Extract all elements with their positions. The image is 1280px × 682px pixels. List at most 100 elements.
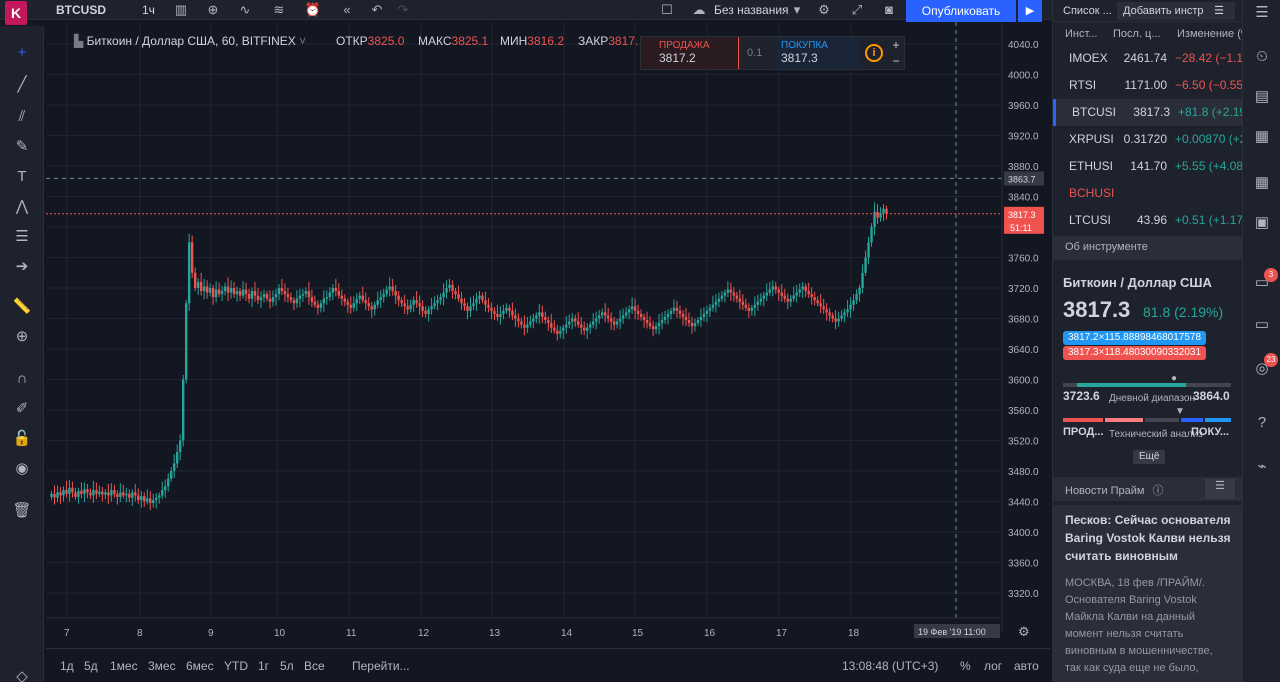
lock-icon[interactable]: 🔓 <box>12 430 32 447</box>
trade-widget: ПРОДАЖА 3817.2 0.1 ПОКУПКА 3817.3 i + − <box>640 36 905 70</box>
alerts-clock-icon[interactable]: ⏲ <box>1256 48 1268 65</box>
info-warning-icon[interactable]: i <box>865 44 883 62</box>
watchlist-row[interactable]: BTCUSI 3817.3 +81.8 (+2.19%) <box>1053 99 1261 126</box>
col-instrument[interactable]: Инст... <box>1065 28 1098 40</box>
bar-style-icon[interactable]: ▥ <box>174 2 188 17</box>
candle-body <box>702 313 706 317</box>
trash-icon[interactable]: 🗑 <box>12 502 32 519</box>
range-button[interactable]: 6мес <box>186 659 214 673</box>
more-button[interactable]: Ещё <box>1133 450 1166 464</box>
text-icon[interactable]: T <box>17 168 27 185</box>
range-button[interactable]: 1мес <box>110 659 138 673</box>
layout-name[interactable]: Без названия <box>714 3 789 17</box>
compare-icon[interactable]: ⊕ <box>207 2 219 17</box>
notes-icon[interactable]: ▣ <box>1254 214 1270 231</box>
replay-icon[interactable]: « <box>343 2 351 17</box>
crosshair-icon[interactable]: + <box>17 44 27 61</box>
gear-icon[interactable]: ⚙ <box>818 2 830 17</box>
indicators-icon[interactable]: ∿ <box>239 2 251 17</box>
calendar-help-icon[interactable]: ? <box>1257 414 1267 431</box>
menu-icon[interactable]: ☰ <box>1203 2 1235 20</box>
col-last[interactable]: Посл. ц... <box>1113 28 1161 40</box>
watchlist-row[interactable]: BCHUSI <box>1053 180 1243 207</box>
play-icon[interactable]: ▶ <box>1018 0 1042 22</box>
redo-icon[interactable]: ↷ <box>397 2 409 17</box>
candle-body <box>388 286 391 290</box>
publish-button[interactable]: Опубликовать <box>906 0 1016 22</box>
candle-body <box>119 492 122 497</box>
candle-body <box>382 294 385 298</box>
info-icon[interactable]: ⓘ <box>1152 485 1164 497</box>
data-window-icon[interactable]: ▤ <box>1254 88 1270 105</box>
brush-icon[interactable]: ✎ <box>15 138 29 155</box>
watchlist-selector[interactable]: Список ... <box>1063 5 1112 17</box>
hotlist-icon[interactable]: ▦ <box>1254 128 1270 145</box>
pattern-icon[interactable]: ⋀ <box>15 198 29 215</box>
price-tick-label: 4000.0 <box>1008 71 1039 82</box>
watchlist-row[interactable]: ETHUSI 141.70 +5.55 (+4.08%) <box>1053 153 1258 180</box>
candle-body <box>146 498 149 502</box>
logo[interactable]: K <box>5 1 27 25</box>
calendar-icon[interactable]: ▦ <box>1254 174 1270 191</box>
ruler-icon[interactable]: 📏 <box>12 298 32 315</box>
streams-icon[interactable]: ⌁ <box>1257 458 1267 475</box>
buy-button[interactable]: ПОКУПКА 3817.3 <box>775 37 859 69</box>
range-button[interactable]: 1г <box>258 659 270 673</box>
trend-line-icon[interactable]: ╱ <box>17 76 27 93</box>
camera-icon[interactable]: ◙ <box>885 2 893 17</box>
layers-icon[interactable]: ◇ <box>16 668 28 682</box>
interval-selector[interactable]: 1ч <box>142 3 155 17</box>
range-button[interactable]: 1д <box>60 659 74 673</box>
lock-drawing-icon[interactable]: ✐ <box>15 400 29 417</box>
chevron-down-icon[interactable]: ▾ <box>793 2 801 17</box>
range-button[interactable]: YTD <box>224 659 248 673</box>
news-header[interactable]: Новости Прайм ⓘ ☰ <box>1053 477 1243 501</box>
magnet-icon[interactable]: ∩ <box>16 370 28 387</box>
plus-icon[interactable]: + <box>892 38 900 52</box>
candle-body <box>161 490 164 496</box>
goto-button[interactable]: Перейти... <box>352 659 410 673</box>
watchlist-row[interactable]: IMOEX 2461.74 −28.42 (−1.14%) <box>1053 45 1264 72</box>
symbol-search[interactable]: BTCUSD <box>56 3 106 17</box>
day-low: 3723.6 <box>1063 389 1100 403</box>
add-symbol-button[interactable]: Добавить инстр <box>1117 2 1210 20</box>
alert-icon[interactable]: ⏰ <box>304 2 322 17</box>
eye-icon[interactable]: ◉ <box>15 460 29 477</box>
price-tick-label: 4040.0 <box>1008 40 1039 51</box>
undo-icon[interactable]: ↶ <box>371 2 383 17</box>
news-item[interactable]: Песков: Сейчас основателя Baring Vostok … <box>1053 505 1243 682</box>
range-button[interactable]: 5л <box>280 659 294 673</box>
sell-button[interactable]: ПРОДАЖА 3817.2 <box>641 37 739 69</box>
chart-area[interactable]: 4040.04000.03960.03920.03880.03840.03800… <box>46 22 1050 652</box>
candle-body <box>391 286 394 292</box>
range-button[interactable]: 5д <box>84 659 98 673</box>
range-button[interactable]: Все <box>304 659 325 673</box>
candle-body <box>265 294 269 299</box>
expand-icon[interactable]: ⤢ <box>851 2 863 17</box>
watchlist-row[interactable]: RTSI 1171.00 −6.50 (−0.55%) <box>1053 72 1258 99</box>
candle-body <box>487 304 490 308</box>
watchlist-row[interactable]: LTCUSI 43.96 +0.51 (+1.17%) <box>1053 207 1258 234</box>
percent-toggle[interactable]: % <box>960 659 971 673</box>
col-change[interactable]: Изменение (%... <box>1177 28 1260 40</box>
fib-icon[interactable]: ☰ <box>15 228 29 245</box>
time-tick-label: 8 <box>137 628 143 639</box>
templates-icon[interactable]: ≋ <box>273 2 285 17</box>
watchlist-row[interactable]: XRPUSI 0.31720 +0.00870 (+2.82 <box>1053 126 1263 153</box>
chart-svg[interactable]: 4040.04000.03960.03920.03880.03840.03800… <box>46 22 1050 652</box>
arrow-right-icon[interactable]: ➔ <box>15 258 29 275</box>
candle-body <box>50 493 53 497</box>
auto-toggle[interactable]: авто <box>1014 659 1039 673</box>
zoom-icon[interactable]: ⊕ <box>15 328 29 345</box>
news-title[interactable]: Песков: Сейчас основателя Baring Vostok … <box>1065 513 1231 563</box>
watchlist-icon[interactable]: ☰ <box>1255 4 1269 21</box>
fullscreen-square-icon[interactable]: ☐ <box>661 2 673 17</box>
private-chat-icon[interactable]: ▭ <box>1254 316 1270 333</box>
about-instrument-header[interactable]: Об инструменте <box>1053 236 1243 260</box>
news-menu-icon[interactable]: ☰ <box>1205 479 1235 499</box>
range-button[interactable]: 3мес <box>148 659 176 673</box>
log-toggle[interactable]: лог <box>984 659 1003 673</box>
minus-icon[interactable]: − <box>892 54 900 68</box>
ohlc-low: МИН3816.2 <box>500 34 564 48</box>
pitchfork-icon[interactable]: ⫽ <box>18 108 26 125</box>
